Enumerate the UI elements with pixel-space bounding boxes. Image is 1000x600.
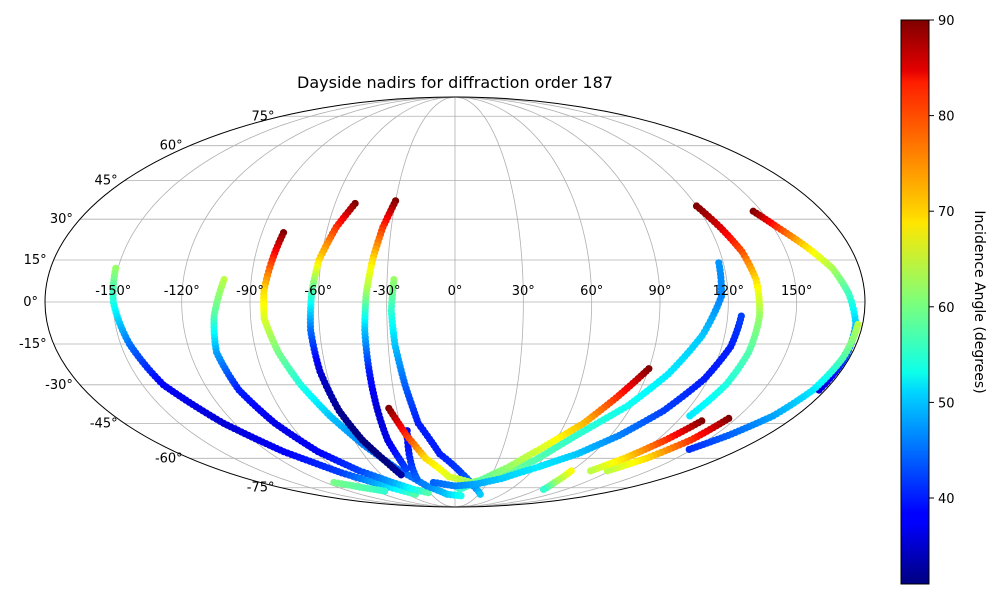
map-outline <box>44 96 866 508</box>
latitude-tick-label: 75° <box>251 109 274 124</box>
latitude-tick-label: 0° <box>23 295 38 310</box>
data-point <box>686 412 694 420</box>
data-points-layer <box>109 197 862 500</box>
longitude-tick-label: -120° <box>164 284 200 299</box>
longitude-tick-label: 150° <box>781 284 812 299</box>
longitude-tick-label: -90° <box>236 284 264 299</box>
data-point <box>587 467 595 475</box>
colorbar-tick-label: 90 <box>938 14 955 29</box>
longitude-tick-label: -150° <box>95 284 131 299</box>
longitude-tick-label: 90° <box>648 284 671 299</box>
data-point <box>737 312 745 320</box>
latitude-tick-label: -75° <box>247 481 275 496</box>
data-point <box>381 487 389 495</box>
colorbar-tick-label: 50 <box>938 396 955 411</box>
longitude-tick-label: 60° <box>580 284 603 299</box>
data-point <box>397 471 405 479</box>
longitude-gridline <box>249 96 456 508</box>
colorbar-tick-label: 80 <box>938 110 955 125</box>
longitude-gridline <box>454 96 524 508</box>
latitude-tick-label: 30° <box>50 212 73 227</box>
data-point <box>402 465 410 473</box>
longitude-tick-label: 0° <box>448 284 463 299</box>
longitude-tick-labels: -150° -120° -90° -60° -30° 0° 30° 60° 90° 120° 150… <box>95 284 812 299</box>
data-point <box>476 490 484 498</box>
longitude-tick-label: -60° <box>304 284 332 299</box>
colorbar-tick-label: 60 <box>938 301 955 316</box>
longitude-gridline <box>181 96 456 508</box>
data-point <box>413 475 421 483</box>
latitude-tick-label: 45° <box>95 174 118 189</box>
chart-title: Dayside nadirs for diffraction order 187 <box>297 73 613 92</box>
longitude-gridline <box>454 96 661 508</box>
data-point <box>457 492 465 500</box>
latitude-tick-label: -45° <box>90 416 118 431</box>
longitude-gridline <box>454 96 798 508</box>
colorbar-tick-label: 70 <box>938 205 955 220</box>
latitude-tick-labels: 75° 60° 45° 30° 15° 0° -15° -30° -45° -60° -75° <box>19 109 275 495</box>
colorbar-label: Incidence Angle (degrees) <box>971 210 987 393</box>
map-gridlines <box>45 96 865 508</box>
longitude-tick-label: -30° <box>373 284 401 299</box>
longitude-gridline <box>317 96 456 508</box>
data-point <box>715 259 723 267</box>
latitude-tick-label: -15° <box>19 337 47 352</box>
latitude-tick-label: -30° <box>45 378 73 393</box>
colorbar-gradient <box>901 20 929 584</box>
latitude-tick-label: 15° <box>24 253 47 268</box>
data-point <box>539 485 548 494</box>
latitude-tick-label: -60° <box>155 451 183 466</box>
colorbar-frame <box>900 19 930 585</box>
colorbar-tick-label: 40 <box>938 492 955 507</box>
longitude-tick-label: 120° <box>713 284 744 299</box>
colorbar: 40 50 60 70 80 90 Incidence Angle (degrees) <box>900 14 987 585</box>
longitude-tick-label: 30° <box>512 284 535 299</box>
colorbar-ticks: 40 50 60 70 80 90 <box>929 14 955 507</box>
data-point <box>685 445 693 454</box>
latitude-tick-label: 60° <box>160 139 183 154</box>
